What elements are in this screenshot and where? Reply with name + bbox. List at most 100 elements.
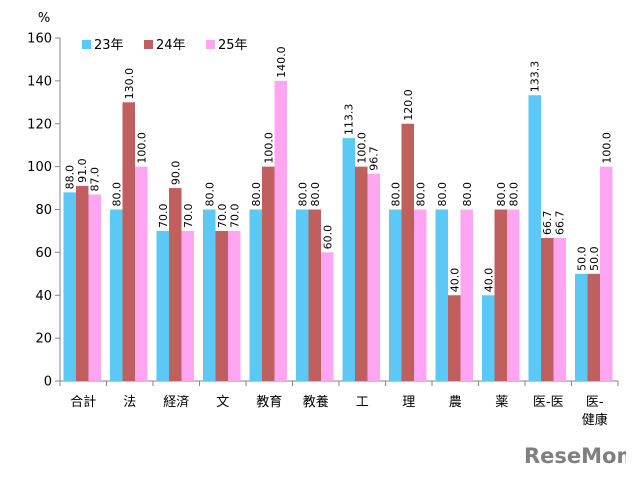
bar xyxy=(215,230,228,381)
data-label: 80.0 xyxy=(309,182,322,207)
bar xyxy=(401,123,414,381)
data-label: 88.0 xyxy=(64,165,77,190)
data-label: 100.0 xyxy=(600,132,613,164)
data-label: 113.3 xyxy=(343,104,356,136)
y-unit-label: % xyxy=(38,11,50,26)
data-label: 70.0 xyxy=(182,203,195,228)
bar xyxy=(342,138,355,381)
bar xyxy=(249,209,262,381)
y-tick-label: 100 xyxy=(27,160,52,175)
x-category-label: 教育 xyxy=(256,394,282,410)
data-label: 133.3 xyxy=(529,61,542,93)
y-tick-label: 160 xyxy=(27,32,52,47)
bar xyxy=(110,209,123,381)
legend-entry: 23年 xyxy=(94,38,124,53)
data-label: 100.0 xyxy=(262,132,275,164)
x-category-label: 法 xyxy=(123,395,136,410)
bar xyxy=(135,166,148,381)
data-label: 91.0 xyxy=(76,158,89,183)
data-label: 80.0 xyxy=(250,182,263,207)
data-label: 80.0 xyxy=(389,182,402,207)
bar xyxy=(575,273,588,381)
bar xyxy=(553,238,566,381)
bar xyxy=(169,188,182,381)
x-category-label: 教養 xyxy=(303,394,329,410)
data-label: 70.0 xyxy=(216,203,229,228)
data-label: 40.0 xyxy=(482,268,495,293)
bar xyxy=(541,238,554,381)
bar xyxy=(228,230,241,381)
bar xyxy=(156,230,169,381)
data-label: 50.0 xyxy=(588,246,601,271)
bar xyxy=(63,192,76,381)
x-category-label: 経済 xyxy=(163,394,189,410)
data-label: 66.7 xyxy=(554,211,567,236)
bar xyxy=(507,209,520,381)
data-label: 70.0 xyxy=(157,203,170,228)
bar xyxy=(367,173,380,381)
bar xyxy=(414,209,427,381)
data-label: 80.0 xyxy=(110,182,123,207)
bar xyxy=(181,230,194,381)
data-label: 80.0 xyxy=(203,182,216,207)
axes: 0 20 40 60 80 100 120 140 160% 合計 法 経済 文 教育 教養 工 理 農 薬 医-医 医… xyxy=(27,11,619,428)
data-label: 80.0 xyxy=(507,182,520,207)
y-tick-label: 140 xyxy=(27,74,52,89)
data-label: 80.0 xyxy=(414,182,427,207)
data-label: 87.0 xyxy=(89,167,102,192)
data-label: 80.0 xyxy=(495,182,508,207)
bar xyxy=(435,209,448,381)
bar xyxy=(355,166,368,381)
x-category-label: 薬 xyxy=(495,395,508,410)
data-label: 80.0 xyxy=(461,182,474,207)
svg-text:ReseMom: ReseMom xyxy=(524,444,626,468)
data-label: 100.0 xyxy=(355,132,368,164)
legend: 23年 24年 25年 xyxy=(82,38,248,53)
x-category-label: 医- xyxy=(586,395,604,410)
x-category-label: 文 xyxy=(216,395,229,410)
data-label: 90.0 xyxy=(169,161,182,186)
bars xyxy=(63,80,613,381)
data-label: 130.0 xyxy=(123,68,136,100)
bar xyxy=(600,166,613,381)
legend-entry: 25年 xyxy=(218,38,248,53)
data-label: 70.0 xyxy=(228,203,241,228)
bar xyxy=(587,273,600,381)
data-label: 66.7 xyxy=(541,211,554,236)
legend-swatch xyxy=(144,40,153,49)
y-tick-label: 0 xyxy=(44,375,52,390)
bar xyxy=(460,209,473,381)
x-category-label: 健康 xyxy=(582,412,608,428)
bar xyxy=(494,209,507,381)
legend-swatch xyxy=(82,40,91,49)
y-tick-label: 80 xyxy=(35,203,52,218)
data-label: 60.0 xyxy=(321,225,334,250)
data-label: 40.0 xyxy=(448,268,461,293)
data-label: 140.0 xyxy=(275,46,288,78)
y-tick-label: 40 xyxy=(35,289,52,304)
bar xyxy=(482,295,495,381)
data-label: 100.0 xyxy=(135,132,148,164)
legend-entry: 24年 xyxy=(156,38,186,53)
bar xyxy=(448,295,461,381)
x-category-label: 農 xyxy=(449,395,462,410)
y-tick-label: 120 xyxy=(27,117,52,132)
legend-swatch xyxy=(206,40,215,49)
bar xyxy=(76,185,89,381)
bar xyxy=(296,209,309,381)
resemom-logo: ReseMom xyxy=(524,444,626,468)
data-label: 120.0 xyxy=(402,89,415,121)
x-category-label: 医-医 xyxy=(533,395,564,410)
y-tick-label: 20 xyxy=(35,332,52,347)
data-label: 80.0 xyxy=(436,182,449,207)
bar xyxy=(274,80,287,381)
bar xyxy=(88,194,101,381)
bar xyxy=(262,166,275,381)
x-category-label: 理 xyxy=(402,395,415,410)
data-label: 96.7 xyxy=(368,146,381,171)
bar xyxy=(321,252,334,381)
data-label: 80.0 xyxy=(296,182,309,207)
y-tick-label: 60 xyxy=(35,246,52,261)
